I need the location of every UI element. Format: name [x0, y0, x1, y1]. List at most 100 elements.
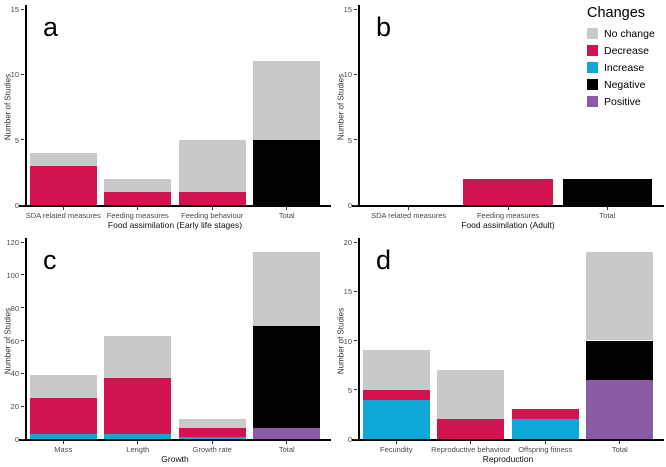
y-tick-mark [21, 307, 24, 309]
bar-segment-no-change [29, 152, 97, 166]
bar-segment-no-change [437, 370, 505, 420]
y-tick-mark [21, 73, 24, 75]
bar-segment-increase [104, 434, 172, 439]
bar-segment-decrease [511, 409, 579, 420]
x-tick-mark [606, 207, 608, 210]
y-tick-label: 10 [343, 70, 352, 80]
legend-key-swatch [587, 45, 598, 56]
legend-key-swatch [587, 79, 598, 90]
x-tick-mark [62, 207, 64, 210]
x-tick-mark [470, 441, 472, 444]
y-tick-label: 80 [10, 303, 19, 313]
y-axis-line [358, 5, 360, 205]
bar-segment-decrease [104, 191, 172, 205]
x-axis-title: Food assimilation (Adult) [461, 220, 555, 230]
y-tick-mark [21, 340, 24, 341]
bar-segment-decrease [437, 419, 505, 439]
x-tick-mark [286, 441, 288, 444]
panel-letter-c: c [43, 245, 57, 275]
panel-letter-b: b [376, 12, 392, 42]
x-axis-title: Reproduction [482, 454, 534, 464]
legend-key-swatch [587, 96, 598, 107]
x-tick-mark [544, 441, 546, 444]
x-axis-line [352, 439, 664, 441]
bar-segment-increase [362, 399, 430, 439]
x-tick-mark [137, 441, 139, 444]
category-label: Growth rate [192, 445, 232, 454]
bar-segment-no-change [178, 419, 246, 428]
y-tick-label: 5 [14, 135, 19, 145]
bar-segment-increase [29, 434, 97, 439]
x-tick-mark [62, 441, 64, 444]
y-tick-label: 20 [343, 238, 352, 247]
y-tick-label: 15 [343, 5, 352, 14]
legend: Changes No change Decrease Increase Negativ… [583, 3, 665, 113]
bar-segment-no-change [586, 251, 654, 341]
panel-c: 0 20 40 60 80 100 120 Number of Studies Mass Leng… [0, 233, 333, 467]
y-tick-label: 0 [347, 201, 352, 210]
x-tick-mark [408, 207, 410, 210]
y-axis-line [25, 5, 27, 205]
panel-d: 0 5 10 15 20 Number of Studies Fecundity Reprod… [333, 233, 666, 467]
y-tick-mark [21, 372, 24, 374]
category-label: Total [278, 445, 295, 454]
y-tick-mark [354, 204, 357, 206]
category-label: Mass [54, 445, 73, 454]
category-label: Feeding behaviour [181, 211, 244, 220]
y-tick-mark [354, 290, 357, 292]
bar-segment-no-change [104, 178, 172, 192]
legend-item-label: Increase [604, 61, 645, 74]
x-axis-line [19, 439, 331, 441]
y-tick-label: 60 [10, 336, 19, 346]
y-tick-mark [354, 139, 357, 141]
y-tick-label: 10 [343, 336, 352, 346]
legend-item-no-change: No change [587, 28, 665, 40]
bar-segment-negative [253, 139, 321, 205]
category-label: Total [278, 211, 295, 220]
y-tick-label: 10 [10, 70, 19, 80]
category-label: Fecundity [379, 445, 413, 454]
x-axis-line [352, 205, 664, 207]
category-label: Total [611, 445, 628, 454]
category-label: Total [599, 211, 616, 220]
x-tick-mark [137, 207, 139, 210]
y-tick-mark [354, 73, 357, 75]
panel-b: 0 5 10 15 Number of Studies SDA related measu… [333, 0, 666, 233]
bar-segment-no-change [253, 251, 321, 326]
y-tick-mark [354, 241, 357, 243]
bar-segment-increase [511, 419, 579, 439]
y-tick-mark [354, 389, 357, 391]
bar-segment-decrease [463, 178, 553, 205]
category-label: Reproductive behaviour [431, 445, 511, 454]
y-tick-mark [354, 340, 357, 341]
y-axis-title: Number of Studies [336, 73, 346, 141]
y-tick-mark [21, 438, 24, 440]
bar-segment-no-change [362, 350, 430, 390]
legend-item-decrease: Decrease [587, 44, 665, 57]
y-tick-mark [21, 139, 24, 141]
bar-segment-decrease [29, 397, 97, 435]
bar-segment-negative [562, 178, 653, 205]
y-tick-label: 100 [6, 270, 19, 280]
legend-item-label: Decrease [604, 44, 649, 57]
x-tick-mark [507, 207, 509, 210]
panel-letter-d: d [376, 245, 392, 275]
x-tick-mark [395, 441, 397, 444]
category-label: SDA related measures [371, 211, 447, 220]
legend-item-label: Positive [604, 95, 641, 108]
bar-segment-decrease [29, 165, 97, 205]
y-axis-title: Number of Studies [3, 307, 13, 374]
bar-segment-no-change [253, 61, 321, 140]
panel-a: 0 5 10 15 Number of Studies SDA related measu… [0, 0, 333, 233]
category-label: Offspring fitness [518, 445, 573, 454]
y-axis-line [358, 238, 360, 439]
legend-key-swatch [587, 28, 598, 39]
y-axis-title: Number of Studies [336, 307, 346, 374]
x-tick-mark [619, 441, 621, 444]
legend-item-positive: Positive [587, 95, 665, 108]
bar-segment-increase [178, 437, 246, 439]
y-tick-mark [354, 8, 357, 10]
bar-segment-negative [586, 340, 654, 380]
x-axis-title: Growth [161, 454, 189, 464]
